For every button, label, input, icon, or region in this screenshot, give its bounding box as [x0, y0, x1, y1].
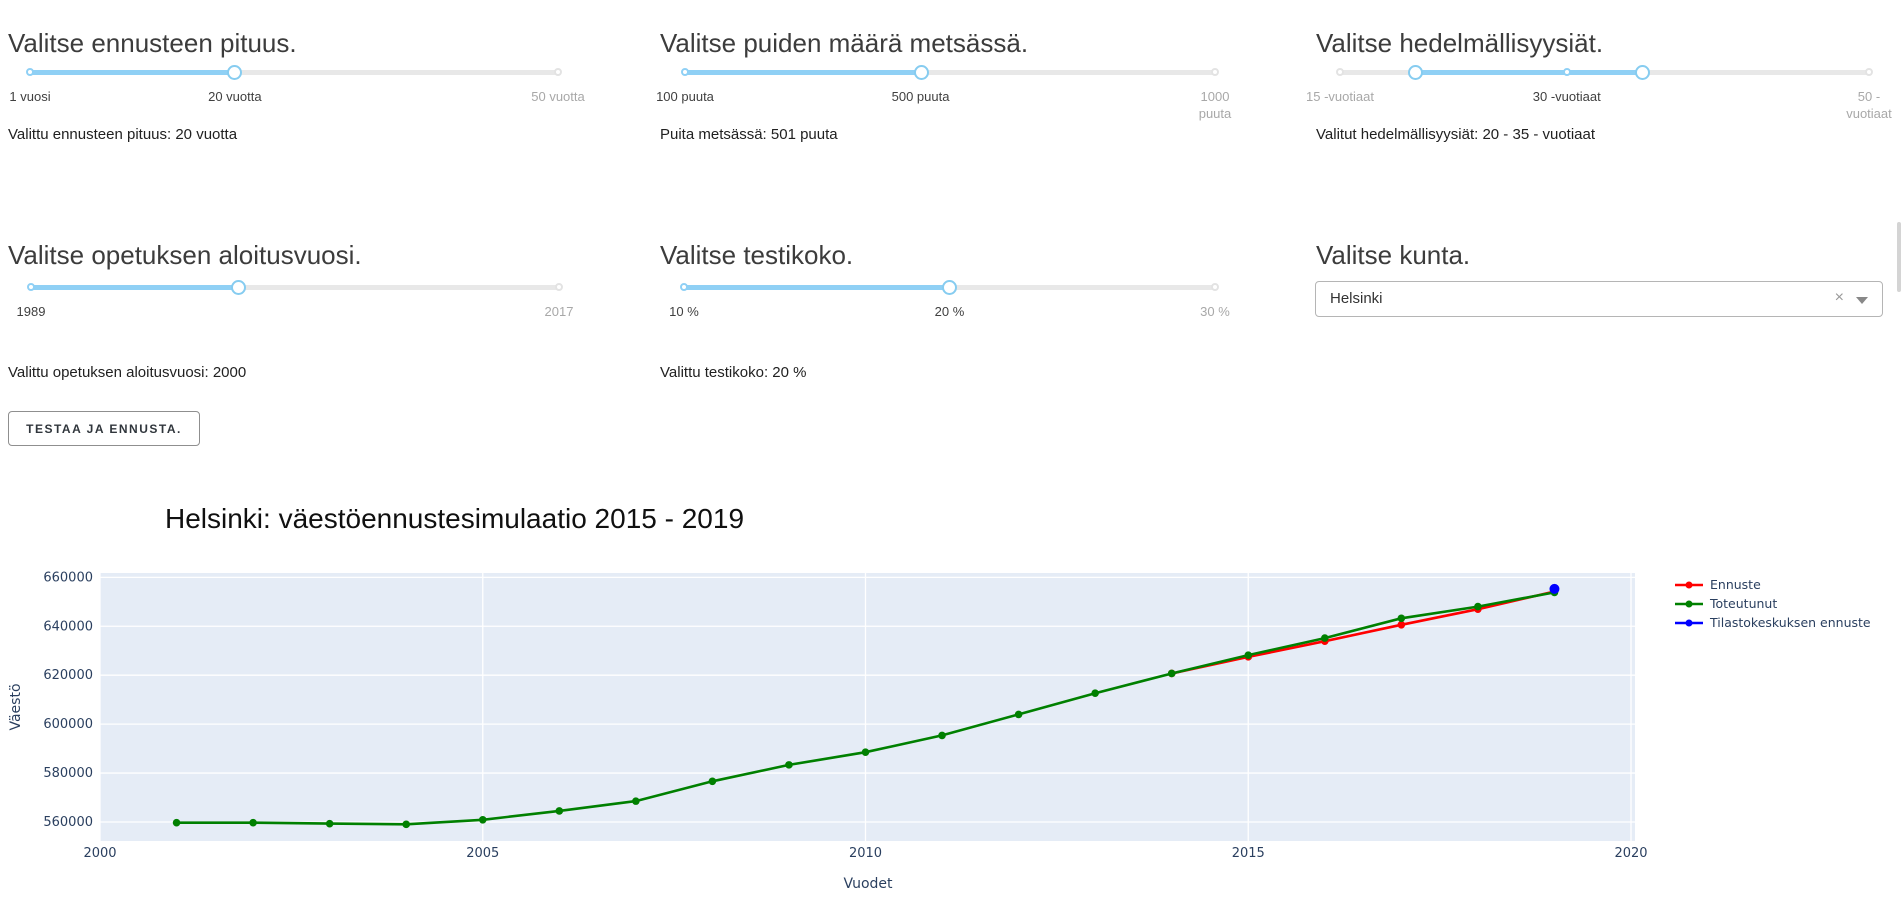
- x-tick-label: 2010: [849, 846, 882, 861]
- series-marker-toteutunut[interactable]: [325, 819, 334, 828]
- slider-track-fill-ennusteen-pituus[interactable]: [30, 70, 235, 75]
- value-testikoko: Valittu testikoko: 20 %: [660, 364, 807, 381]
- slider-mark-dot: [27, 283, 35, 291]
- series-marker-toteutunut[interactable]: [1244, 651, 1253, 659]
- slider-mark-dot: [554, 68, 562, 76]
- slider-title-hedelmallisyysiat: Valitse hedelmällisyysiät.: [1316, 27, 1604, 58]
- slider-handle-ennusteen-pituus[interactable]: [227, 64, 243, 80]
- series-marker-toteutunut[interactable]: [1091, 689, 1099, 697]
- slider-title-puiden-maara: Valitse puiden määrä metsässä.: [660, 27, 1029, 58]
- legend-marker-swatch: [1685, 581, 1693, 589]
- value-ennusteen-pituus: Valittu ennusteen pituus: 20 vuotta: [8, 126, 238, 143]
- slider-mark-dot: [1211, 283, 1219, 291]
- series-marker-toteutunut[interactable]: [632, 797, 640, 805]
- slider-rail-ennusteen-pituus[interactable]: [30, 70, 558, 75]
- slider-mark-dot: [26, 68, 34, 76]
- y-tick-label: 620000: [43, 668, 93, 683]
- slider-handle-puiden-maara[interactable]: [913, 64, 929, 80]
- slider-mark-label: 500 puuta: [891, 89, 950, 104]
- series-marker-toteutunut[interactable]: [1014, 710, 1023, 719]
- x-tick-label: 2000: [83, 846, 116, 861]
- clear-icon[interactable]: ×: [1834, 289, 1844, 306]
- slider-track-fill-opetuksen-aloitusvuosi[interactable]: [31, 285, 239, 290]
- series-marker-ennuste[interactable]: [1397, 621, 1406, 629]
- slider-mark-dot: [680, 283, 688, 291]
- y-tick-label: 660000: [43, 570, 93, 585]
- value-puita-metsassa: Puita metsässä: 501 puuta: [660, 126, 838, 143]
- slider-mark-dot: [1562, 68, 1571, 76]
- series-marker-toteutunut[interactable]: [938, 731, 946, 740]
- slider-mark-dot: [1211, 68, 1219, 76]
- slider-mark-label: 1989: [16, 304, 46, 319]
- series-marker-toteutunut[interactable]: [1474, 602, 1482, 611]
- testaa-ja-ennusta-button[interactable]: TESTAA JA ENNUSTA.: [8, 411, 200, 446]
- slider-mark-dot: [1865, 68, 1873, 76]
- series-marker-toteutunut[interactable]: [708, 777, 717, 786]
- slider-handle-hedelmallisyysiat[interactable]: [1634, 64, 1650, 80]
- slider-mark-label: 100 puuta: [656, 89, 714, 104]
- slider-title-opetuksen-aloitusvuosi: Valitse opetuksen aloitusvuosi.: [8, 239, 362, 270]
- y-axis-title: Väestö: [8, 683, 24, 730]
- series-marker-toteutunut[interactable]: [555, 807, 564, 815]
- slider-title-testikoko: Valitse testikoko.: [660, 239, 854, 270]
- y-tick-label: 600000: [43, 717, 93, 732]
- slider-mark-label: 15 -vuotiaat: [1306, 89, 1374, 104]
- x-tick-label: 2005: [466, 846, 499, 861]
- dropdown-title-kunta: Valitse kunta.: [1316, 239, 1471, 270]
- slider-handle-opetuksen-aloitusvuosi[interactable]: [230, 279, 246, 295]
- chevron-down-icon[interactable]: [1856, 297, 1868, 304]
- series-marker-toteutunut[interactable]: [402, 820, 411, 829]
- slider-mark-label: 30 -vuotiaat: [1532, 89, 1601, 104]
- slider-mark-dot: [555, 283, 563, 291]
- series-marker-toteutunut[interactable]: [249, 818, 257, 827]
- series-marker-toteutunut[interactable]: [1321, 634, 1329, 642]
- slider-track-fill-puiden-maara[interactable]: [685, 70, 922, 75]
- scrollbar-thumb[interactable]: [1897, 222, 1901, 292]
- slider-mark-label: 20 vuotta: [208, 89, 262, 104]
- y-tick-label: 560000: [43, 815, 93, 830]
- slider-mark-label: 50 -vuotiaat: [1846, 89, 1892, 121]
- legend-label[interactable]: Tilastokeskuksen ennuste: [1709, 615, 1871, 630]
- series-marker-toteutunut[interactable]: [785, 761, 793, 769]
- legend-marker-swatch: [1685, 619, 1693, 627]
- kunta-dropdown[interactable]: Helsinki ×: [1315, 281, 1883, 317]
- value-opetuksen-aloitusvuosi: Valittu opetuksen aloitusvuosi: 2000: [8, 364, 247, 381]
- slider-rail-opetuksen-aloitusvuosi[interactable]: [31, 285, 559, 290]
- slider-mark-label: 1 vuosi: [9, 89, 51, 104]
- value-hedelmallisyysiat: Valitut hedelmällisyysiät: 20 - 35 - vuo…: [1316, 126, 1596, 143]
- series-marker-toteutunut[interactable]: [478, 815, 487, 824]
- slider-mark-label: 20 %: [934, 304, 965, 319]
- y-tick-label: 580000: [43, 766, 93, 781]
- series-line-ennuste[interactable]: [1171, 590, 1555, 675]
- chart-title: Helsinki: väestöennustesimulaatio 2015 -…: [165, 503, 745, 534]
- slider-track-fill-testikoko[interactable]: [684, 285, 950, 290]
- slider-track-fill-hedelmallisyysiat[interactable]: [1415, 70, 1643, 75]
- legend-marker-swatch: [1685, 600, 1693, 608]
- plot-area[interactable]: [100, 573, 1635, 841]
- slider-mark-label: 10 %: [669, 304, 699, 319]
- slider-mark-label: 30 %: [1200, 304, 1230, 319]
- series-marker-toteutunut[interactable]: [172, 818, 181, 827]
- slider-title-ennusteen-pituus: Valitse ennusteen pituus.: [8, 27, 297, 58]
- x-tick-label: 2015: [1232, 846, 1265, 861]
- legend-label[interactable]: Toteutunut: [1709, 596, 1777, 611]
- slider-mark-dot: [1336, 68, 1344, 76]
- slider-mark-label: 1000 puuta: [1198, 89, 1232, 121]
- slider-mark-label: 2017: [544, 304, 574, 319]
- kunta-dropdown-value: Helsinki: [1330, 290, 1383, 307]
- slider-handle-testikoko[interactable]: [942, 279, 957, 295]
- slider-rail-puiden-maara[interactable]: [685, 70, 1215, 75]
- x-tick-label: 2020: [1614, 846, 1647, 861]
- series-marker-toteutunut[interactable]: [1397, 614, 1406, 623]
- y-tick-label: 640000: [43, 619, 93, 634]
- slider-handle-hedelmallisyysiat[interactable]: [1408, 64, 1424, 80]
- series-marker-tilastokeskuksen-ennuste[interactable]: [1549, 583, 1560, 594]
- series-marker-toteutunut[interactable]: [861, 748, 870, 756]
- series-marker-toteutunut[interactable]: [1167, 669, 1176, 678]
- slider-mark-label: 50 vuotta: [531, 89, 585, 104]
- x-axis-title: Vuodet: [843, 876, 893, 892]
- legend-label[interactable]: Ennuste: [1710, 577, 1761, 592]
- slider-mark-dot: [681, 68, 689, 76]
